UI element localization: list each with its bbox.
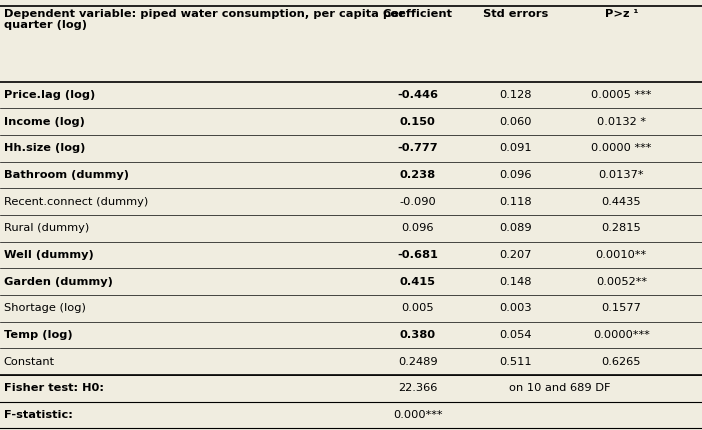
Text: Hh.size (log): Hh.size (log) bbox=[4, 143, 85, 154]
Text: 0.150: 0.150 bbox=[399, 117, 436, 127]
Text: 0.0010**: 0.0010** bbox=[596, 250, 647, 260]
Text: Dependent variable: piped water consumption, per capita per
quarter (log): Dependent variable: piped water consumpt… bbox=[4, 9, 404, 30]
Text: 0.238: 0.238 bbox=[399, 170, 436, 180]
Text: 0.118: 0.118 bbox=[500, 197, 532, 207]
Text: Income (log): Income (log) bbox=[4, 117, 84, 127]
Text: Constant: Constant bbox=[4, 356, 55, 367]
Text: 0.0132 *: 0.0132 * bbox=[597, 117, 646, 127]
Text: Std errors: Std errors bbox=[484, 9, 548, 18]
Text: 0.2489: 0.2489 bbox=[398, 356, 437, 367]
Text: 0.415: 0.415 bbox=[399, 276, 436, 287]
Text: F-statistic:: F-statistic: bbox=[4, 410, 72, 420]
Text: 0.054: 0.054 bbox=[500, 330, 532, 340]
Text: 0.060: 0.060 bbox=[500, 117, 532, 127]
Text: 0.2815: 0.2815 bbox=[602, 223, 641, 233]
Text: Bathroom (dummy): Bathroom (dummy) bbox=[4, 170, 128, 180]
Text: 0.096: 0.096 bbox=[500, 170, 532, 180]
Text: Recent.connect (dummy): Recent.connect (dummy) bbox=[4, 197, 147, 207]
Text: Rural (dummy): Rural (dummy) bbox=[4, 223, 88, 233]
Text: 0.0000 ***: 0.0000 *** bbox=[591, 143, 651, 154]
Text: 0.148: 0.148 bbox=[500, 276, 532, 287]
Text: Shortage (log): Shortage (log) bbox=[4, 303, 86, 313]
Text: 0.6265: 0.6265 bbox=[602, 356, 641, 367]
Text: -0.446: -0.446 bbox=[397, 90, 438, 100]
Text: Coefficient: Coefficient bbox=[383, 9, 453, 18]
Text: 0.1577: 0.1577 bbox=[602, 303, 641, 313]
Text: 0.005: 0.005 bbox=[402, 303, 434, 313]
Text: 0.128: 0.128 bbox=[500, 90, 532, 100]
Text: Well (dummy): Well (dummy) bbox=[4, 250, 93, 260]
Text: 22.366: 22.366 bbox=[398, 383, 437, 393]
Text: 0.207: 0.207 bbox=[500, 250, 532, 260]
Text: 0.380: 0.380 bbox=[399, 330, 436, 340]
Text: Temp (log): Temp (log) bbox=[4, 330, 72, 340]
Text: -0.090: -0.090 bbox=[399, 197, 436, 207]
Text: -0.777: -0.777 bbox=[397, 143, 438, 154]
Text: 0.0137*: 0.0137* bbox=[599, 170, 644, 180]
Text: -0.681: -0.681 bbox=[397, 250, 438, 260]
Text: 0.0000***: 0.0000*** bbox=[593, 330, 649, 340]
Text: Fisher test: H0:: Fisher test: H0: bbox=[4, 383, 103, 393]
Text: 0.0005 ***: 0.0005 *** bbox=[591, 90, 651, 100]
Text: 0.096: 0.096 bbox=[402, 223, 434, 233]
Text: 0.0052**: 0.0052** bbox=[596, 276, 647, 287]
Text: 0.4435: 0.4435 bbox=[602, 197, 641, 207]
Text: Price.lag (log): Price.lag (log) bbox=[4, 90, 95, 100]
Text: 0.511: 0.511 bbox=[500, 356, 532, 367]
Text: 0.091: 0.091 bbox=[500, 143, 532, 154]
Text: Garden (dummy): Garden (dummy) bbox=[4, 276, 112, 287]
Text: on 10 and 689 DF: on 10 and 689 DF bbox=[509, 383, 611, 393]
Text: 0.000***: 0.000*** bbox=[393, 410, 442, 420]
Text: P>z ¹: P>z ¹ bbox=[604, 9, 638, 18]
Text: 0.003: 0.003 bbox=[500, 303, 532, 313]
Text: 0.089: 0.089 bbox=[500, 223, 532, 233]
